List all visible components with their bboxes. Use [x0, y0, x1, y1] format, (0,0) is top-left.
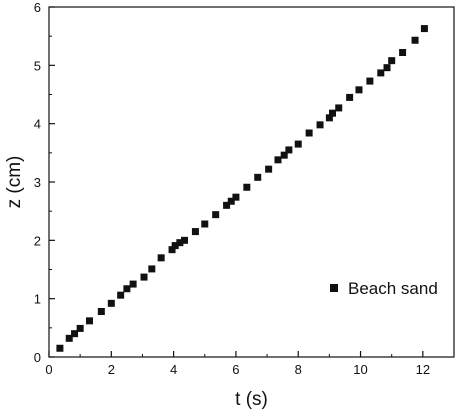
legend-label-beach-sand: Beach sand — [348, 279, 438, 298]
data-point — [168, 246, 176, 254]
data-point — [280, 151, 288, 159]
y-tick-label: 1 — [34, 292, 41, 307]
data-point — [294, 140, 302, 148]
legend: Beach sand — [330, 279, 438, 298]
y-tick-label: 5 — [34, 58, 41, 73]
data-point — [285, 146, 293, 154]
y-axis-ticks: 0 1 2 3 4 5 6 — [34, 0, 55, 365]
data-point — [329, 109, 336, 117]
data-point — [316, 121, 324, 129]
data-point — [212, 211, 220, 219]
data-point — [65, 334, 73, 342]
y-axis-title: z (cm) — [4, 156, 25, 209]
data-point — [97, 308, 105, 315]
data-point — [232, 193, 240, 201]
data-point — [388, 57, 396, 65]
data-point — [274, 156, 282, 164]
data-point — [411, 36, 419, 44]
data-point — [148, 265, 156, 273]
data-point — [140, 273, 148, 281]
data-point — [254, 173, 262, 181]
data-point — [191, 228, 199, 236]
data-point — [176, 239, 184, 247]
x-tick-label: 8 — [295, 362, 302, 377]
legend-marker — [330, 284, 338, 292]
data-points — [56, 25, 428, 352]
data-point — [76, 324, 84, 332]
x-axis-ticks: 0 2 4 6 8 10 12 — [45, 351, 430, 377]
data-point — [305, 129, 313, 137]
x-tick-label: 0 — [45, 362, 52, 377]
y-tick-label: 0 — [34, 350, 41, 365]
data-point — [71, 330, 79, 338]
data-point — [335, 104, 343, 112]
data-point — [117, 291, 125, 299]
data-point — [420, 25, 428, 33]
data-point — [123, 285, 131, 293]
data-point — [383, 64, 391, 72]
data-point — [201, 220, 209, 228]
data-point — [56, 344, 64, 352]
x-tick-label: 10 — [353, 362, 367, 377]
data-point — [243, 183, 251, 191]
data-point — [355, 86, 363, 94]
data-point — [265, 165, 273, 173]
data-point — [129, 280, 137, 288]
y-tick-label: 3 — [34, 175, 41, 190]
data-point — [157, 254, 165, 262]
data-point — [223, 201, 231, 209]
y-tick-label: 4 — [34, 117, 41, 132]
data-point — [325, 114, 333, 122]
data-point — [227, 197, 235, 205]
data-point — [181, 236, 189, 244]
x-tick-label: 6 — [232, 362, 239, 377]
x-axis-title: t (s) — [235, 389, 268, 410]
x-tick-label: 4 — [170, 362, 177, 377]
y-tick-label: 6 — [34, 0, 41, 15]
data-point — [399, 49, 407, 56]
y-tick-label: 2 — [34, 233, 41, 248]
x-tick-label: 12 — [416, 362, 430, 377]
data-point — [346, 93, 354, 101]
data-point — [171, 242, 179, 250]
data-point — [366, 77, 374, 85]
data-point — [107, 299, 115, 307]
data-point — [86, 317, 93, 325]
x-tick-label: 2 — [108, 362, 115, 377]
data-point — [377, 69, 385, 77]
